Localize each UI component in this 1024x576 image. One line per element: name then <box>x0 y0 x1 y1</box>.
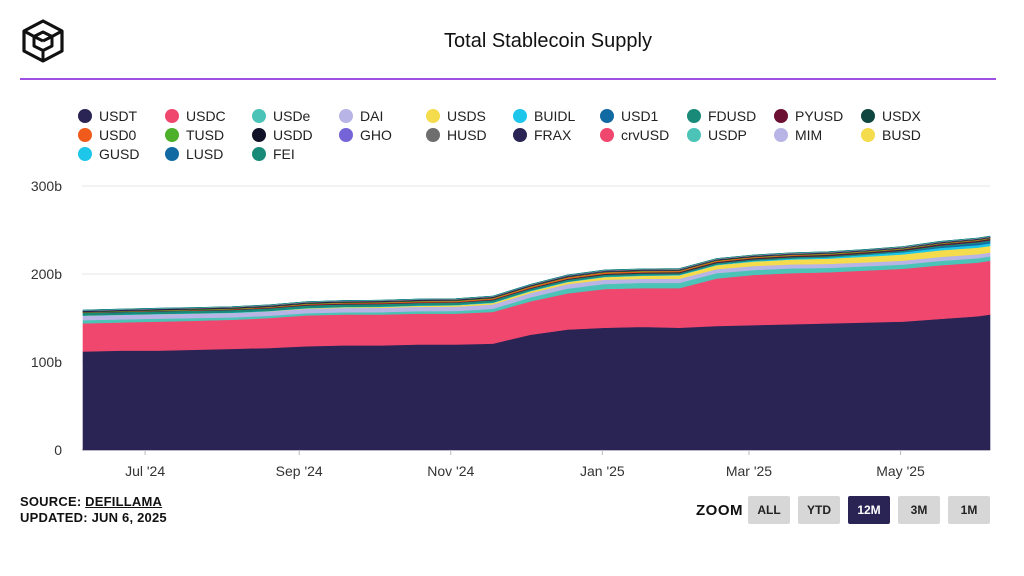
legend-swatch <box>252 128 266 142</box>
x-tick-label: Jul '24 <box>125 463 165 479</box>
zoom-all-button[interactable]: ALL <box>748 496 790 524</box>
legend-swatch <box>774 109 788 123</box>
legend-item-pyusd[interactable]: PYUSD <box>774 107 843 125</box>
header: Total Stablecoin Supply <box>0 0 1024 80</box>
zoom-3m-button[interactable]: 3M <box>898 496 940 524</box>
legend-label: USD0 <box>99 127 137 143</box>
legend-label: USDX <box>882 108 921 124</box>
legend-item-mim[interactable]: MIM <box>774 126 822 144</box>
legend-label: HUSD <box>447 127 487 143</box>
x-tick-label: May '25 <box>876 463 925 479</box>
legend-item-crvusd[interactable]: crvUSD <box>600 126 669 144</box>
source-info: SOURCE: DEFILLAMA UPDATED: JUN 6, 2025 <box>20 494 167 526</box>
legend-label: USDP <box>708 127 747 143</box>
legend-swatch <box>513 109 527 123</box>
x-tick-label: Jan '25 <box>580 463 625 479</box>
legend-label: FEI <box>273 146 295 162</box>
page-title: Total Stablecoin Supply <box>444 30 652 52</box>
legend-item-usd0[interactable]: USD0 <box>78 126 136 144</box>
legend-label: TUSD <box>186 127 225 143</box>
updated-date: UPDATED: JUN 6, 2025 <box>20 510 167 525</box>
legend-item-usds[interactable]: USDS <box>426 107 486 125</box>
legend-label: USDD <box>273 127 313 143</box>
legend-item-usdp[interactable]: USDP <box>687 126 747 144</box>
legend-item-dai[interactable]: DAI <box>339 107 383 125</box>
legend-label: BUIDL <box>534 108 576 124</box>
legend-label: USDT <box>99 108 138 124</box>
legend-swatch <box>339 109 353 123</box>
zoom-ytd-button[interactable]: YTD <box>798 496 840 524</box>
legend-label: FRAX <box>534 127 572 143</box>
area-series-fei <box>82 235 991 311</box>
legend-label: USD1 <box>621 108 659 124</box>
stacked-area-chart: 0 100b 200b 300b Jul '24 Sep '24 Nov '24 Jan '2… <box>31 178 991 479</box>
legend-item-fdusd[interactable]: FDUSD <box>687 107 756 125</box>
legend-swatch <box>861 109 875 123</box>
legend-item-buidl[interactable]: BUIDL <box>513 107 575 125</box>
legend-swatch <box>600 128 614 142</box>
y-tick-label: 200b <box>31 266 62 282</box>
x-tick-label: Nov '24 <box>427 463 474 479</box>
legend-label: PYUSD <box>795 108 844 124</box>
legend-swatch <box>165 109 179 123</box>
legend-item-busd[interactable]: BUSD <box>861 126 921 144</box>
legend-item-usdc[interactable]: USDC <box>165 107 226 125</box>
legend-item-usde[interactable]: USDe <box>252 107 310 125</box>
x-tick-label: Sep '24 <box>276 463 323 479</box>
legend-swatch <box>426 109 440 123</box>
legend-label: USDC <box>186 108 226 124</box>
legend-swatch <box>687 128 701 142</box>
legend-swatch <box>252 109 266 123</box>
legend-swatch <box>165 147 179 161</box>
legend-label: MIM <box>795 127 823 143</box>
legend-item-usdx[interactable]: USDX <box>861 107 921 125</box>
legend-swatch <box>513 128 527 142</box>
legend-item-frax[interactable]: FRAX <box>513 126 571 144</box>
legend-swatch <box>78 109 92 123</box>
legend-item-tusd[interactable]: TUSD <box>165 126 224 144</box>
legend-item-lusd[interactable]: LUSD <box>165 145 223 163</box>
legend-item-usdt[interactable]: USDT <box>78 107 137 125</box>
zoom-label: ZOOM <box>696 502 743 519</box>
legend-label: LUSD <box>186 146 224 162</box>
legend-swatch <box>78 128 92 142</box>
legend-label: crvUSD <box>621 127 670 143</box>
legend-label: BUSD <box>882 127 921 143</box>
legend-label: FDUSD <box>708 108 757 124</box>
header-divider <box>20 78 996 80</box>
legend-label: DAI <box>360 108 384 124</box>
legend-swatch <box>426 128 440 142</box>
y-tick-label: 300b <box>31 178 62 194</box>
legend-item-usd1[interactable]: USD1 <box>600 107 658 125</box>
legend-item-gho[interactable]: GHO <box>339 126 392 144</box>
legend-swatch <box>861 128 875 142</box>
source-link[interactable]: DEFILLAMA <box>85 494 163 509</box>
legend-swatch <box>339 128 353 142</box>
legend-swatch <box>687 109 701 123</box>
source-line: SOURCE: DEFILLAMA <box>20 494 167 510</box>
legend-swatch <box>774 128 788 142</box>
source-prefix: SOURCE: <box>20 494 86 509</box>
legend-label: USDe <box>273 108 311 124</box>
legend-swatch <box>600 109 614 123</box>
legend-label: GUSD <box>99 146 140 162</box>
legend-item-usdd[interactable]: USDD <box>252 126 313 144</box>
legend-item-gusd[interactable]: GUSD <box>78 145 139 163</box>
y-tick-label: 100b <box>31 354 62 370</box>
y-tick-label: 0 <box>54 442 62 458</box>
legend-swatch <box>165 128 179 142</box>
legend-item-husd[interactable]: HUSD <box>426 126 487 144</box>
legend-label: USDS <box>447 108 486 124</box>
cube-logo-icon <box>20 18 66 64</box>
legend-item-fei[interactable]: FEI <box>252 145 295 163</box>
legend-swatch <box>252 147 266 161</box>
legend-swatch <box>78 147 92 161</box>
x-tick-label: Mar '25 <box>726 463 772 479</box>
legend-label: GHO <box>360 127 392 143</box>
zoom-1m-button[interactable]: 1M <box>948 496 990 524</box>
zoom-12m-button[interactable]: 12M <box>848 496 890 524</box>
